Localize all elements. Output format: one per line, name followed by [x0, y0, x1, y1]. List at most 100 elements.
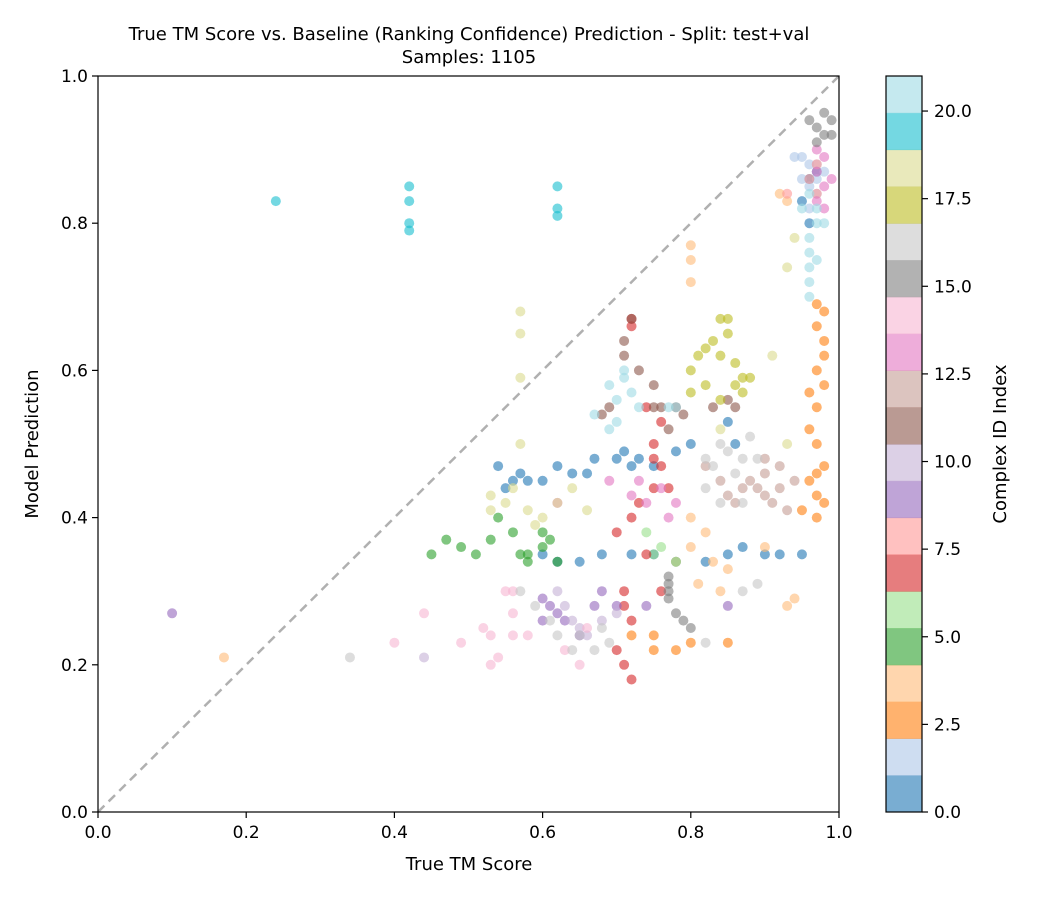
- data-point: [552, 203, 563, 214]
- data-point: [663, 578, 674, 589]
- data-point: [404, 181, 415, 192]
- data-point: [596, 549, 607, 560]
- colorbar-tick-label: 7.5: [934, 540, 961, 560]
- data-point: [804, 218, 815, 229]
- x-tick-label: 0.8: [677, 823, 704, 843]
- diagonal-reference-line: [97, 75, 840, 813]
- x-tick-label: 0.2: [233, 823, 260, 843]
- data-point: [685, 255, 696, 265]
- data-point: [404, 218, 415, 229]
- data-point: [804, 262, 815, 273]
- data-point: [619, 659, 630, 670]
- data-point: [811, 159, 822, 170]
- data-point: [493, 652, 504, 663]
- data-point: [685, 542, 696, 553]
- data-point: [811, 137, 822, 148]
- data-point: [663, 586, 674, 597]
- data-point: [559, 600, 570, 611]
- data-point: [752, 483, 763, 494]
- data-point: [819, 461, 830, 472]
- data-point: [663, 483, 674, 494]
- data-point: [700, 483, 711, 494]
- data-point: [700, 380, 711, 391]
- colorbar-swatch: [886, 333, 922, 371]
- colorbar-swatch: [886, 444, 922, 482]
- data-point: [611, 645, 622, 656]
- data-point: [730, 468, 741, 479]
- data-point: [804, 181, 815, 192]
- data-point: [589, 600, 600, 611]
- data-point: [596, 409, 607, 420]
- data-point: [737, 372, 748, 383]
- data-point: [626, 313, 637, 324]
- data-point: [819, 306, 830, 317]
- data-point: [604, 380, 615, 391]
- data-point: [537, 549, 548, 560]
- data-point: [826, 174, 837, 185]
- data-point: [626, 549, 637, 560]
- data-point: [700, 637, 711, 648]
- data-point: [774, 188, 785, 199]
- data-point: [722, 328, 733, 339]
- data-point: [619, 586, 630, 597]
- data-point: [507, 483, 518, 494]
- data-point: [611, 416, 622, 427]
- data-point: [537, 542, 548, 553]
- y-tick-label: 0.2: [61, 656, 88, 676]
- data-point: [515, 468, 526, 479]
- data-point: [759, 468, 770, 479]
- data-point: [670, 497, 681, 508]
- colorbar-tick-label: 15.0: [934, 277, 972, 297]
- data-point: [633, 402, 644, 413]
- data-point: [656, 461, 667, 472]
- data-point: [730, 497, 741, 508]
- data-point: [663, 512, 674, 523]
- data-point: [811, 122, 822, 133]
- data-point: [485, 630, 496, 641]
- colorbar-swatch: [886, 775, 922, 813]
- data-point: [589, 645, 600, 656]
- data-point: [700, 461, 711, 472]
- data-point: [789, 593, 800, 604]
- data-point: [759, 453, 770, 464]
- data-point: [685, 623, 696, 633]
- colorbar-swatch: [886, 664, 922, 703]
- data-point: [552, 630, 563, 641]
- data-point: [626, 512, 637, 523]
- data-point: [811, 299, 822, 310]
- data-point: [552, 608, 563, 619]
- data-point: [730, 402, 741, 413]
- data-point: [619, 446, 630, 457]
- data-point: [670, 556, 681, 567]
- data-point: [648, 380, 659, 391]
- colorbar-swatch: [886, 149, 922, 187]
- data-point: [537, 475, 548, 486]
- y-tick-label: 0.6: [61, 361, 88, 381]
- data-point: [522, 475, 533, 486]
- data-point: [656, 416, 667, 427]
- data-point: [715, 313, 726, 324]
- colorbar: 0.0 2.5 5.0 7.5 10.0 12.5 15.0 17.5 20.0 Complex…: [885, 75, 1011, 823]
- data-point: [537, 593, 548, 604]
- data-point: [715, 586, 726, 597]
- data-point: [759, 549, 770, 560]
- data-point: [493, 512, 504, 523]
- colorbar-frame: [885, 75, 923, 813]
- data-point: [507, 527, 518, 538]
- data-point: [167, 608, 178, 619]
- data-point: [515, 306, 526, 317]
- y-tick-label: 1.0: [61, 67, 88, 87]
- data-point: [782, 600, 793, 611]
- data-point: [670, 402, 681, 413]
- data-point: [470, 549, 481, 560]
- data-point: [611, 600, 622, 611]
- data-point: [685, 365, 696, 376]
- colorbar-swatch: [886, 701, 922, 739]
- data-point: [648, 453, 659, 464]
- data-point: [737, 387, 748, 398]
- data-point: [789, 232, 800, 243]
- data-point: [656, 483, 667, 494]
- data-point: [819, 151, 830, 162]
- data-point: [678, 615, 689, 626]
- data-point: [567, 615, 578, 626]
